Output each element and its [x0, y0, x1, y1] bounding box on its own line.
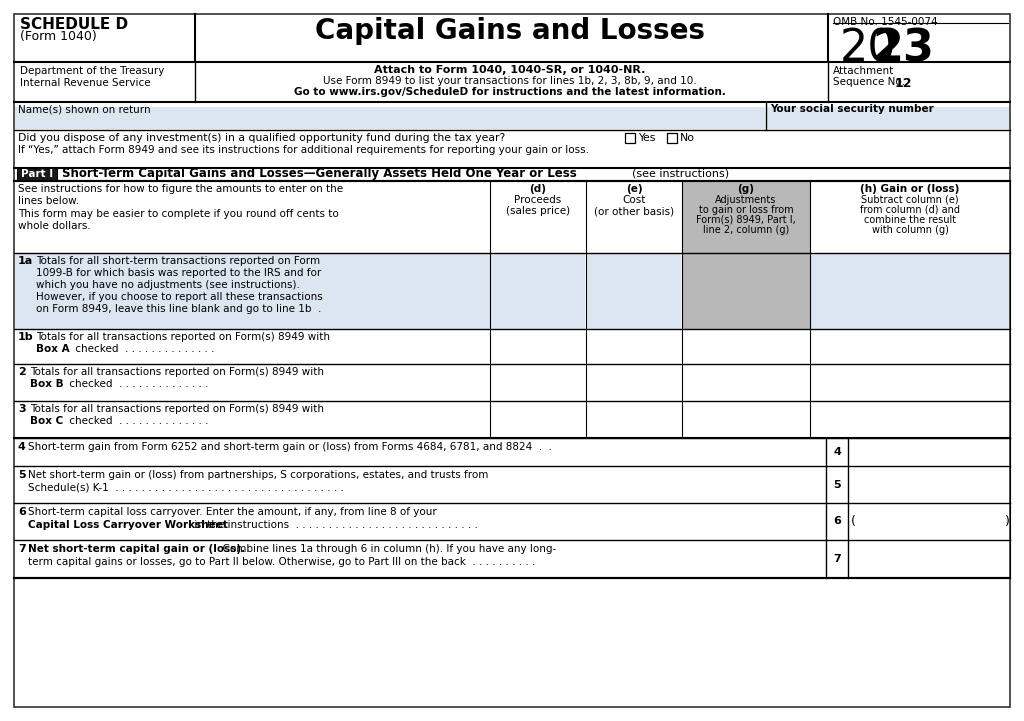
Text: 23: 23 [872, 27, 934, 70]
Text: Totals for all transactions reported on Form(s) 8949 with: Totals for all transactions reported on … [36, 332, 330, 342]
Text: Net short-term capital gain or (loss).: Net short-term capital gain or (loss). [28, 544, 245, 554]
Bar [15, 253, 504, 329]
Text: Part I: Part I [20, 169, 53, 179]
Bar [490, 253, 585, 329]
Text: Box C: Box C [30, 416, 63, 426]
Text: 6: 6 [18, 507, 26, 517]
Text: on Form 8949, leave this line blank and go to line 1b  .: on Form 8949, leave this line blank and … [36, 304, 322, 314]
Text: Box A: Box A [36, 344, 70, 354]
Text: (or other basis): (or other basis) [594, 206, 674, 216]
Text: Short-Term Capital Gains and Losses—Generally Assets Held One Year or Less: Short-Term Capital Gains and Losses—Gene… [62, 167, 577, 180]
Text: Yes: Yes [638, 133, 655, 143]
Text: checked  . . . . . . . . . . . . . .: checked . . . . . . . . . . . . . . [72, 344, 214, 354]
Text: Box B: Box B [30, 379, 63, 389]
Text: 20: 20 [840, 27, 897, 70]
Text: Subtract column (e): Subtract column (e) [861, 195, 958, 205]
Text: in the instructions  . . . . . . . . . . . . . . . . . . . . . . . . . . . .: in the instructions . . . . . . . . . . … [191, 520, 478, 530]
Text: If “Yes,” attach Form 8949 and see its instructions for additional requirements : If “Yes,” attach Form 8949 and see its i… [18, 145, 589, 155]
Text: 3: 3 [18, 404, 26, 414]
Text: Cost: Cost [623, 195, 646, 205]
Text: However, if you choose to report all these transactions: However, if you choose to report all the… [36, 292, 323, 302]
Text: 12: 12 [895, 77, 912, 90]
Text: Sequence No.: Sequence No. [833, 77, 905, 87]
Text: Totals for all transactions reported on Form(s) 8949 with: Totals for all transactions reported on … [30, 367, 324, 377]
Bar [667, 133, 677, 143]
Text: Name(s) shown on return: Name(s) shown on return [18, 104, 151, 114]
Text: Attachment: Attachment [833, 66, 894, 76]
Bar [587, 253, 681, 329]
Text: 7: 7 [834, 554, 841, 564]
Text: This form may be easier to complete if you round off cents to: This form may be easier to complete if y… [18, 209, 339, 219]
Text: 6: 6 [834, 516, 841, 526]
Text: Internal Revenue Service: Internal Revenue Service [20, 78, 151, 88]
Text: (h) Gain or (loss): (h) Gain or (loss) [860, 184, 959, 194]
Text: checked  . . . . . . . . . . . . . .: checked . . . . . . . . . . . . . . [66, 416, 209, 426]
Bar [767, 107, 1009, 129]
Bar [17, 168, 57, 180]
Text: Totals for all short-term transactions reported on Form: Totals for all short-term transactions r… [36, 256, 321, 266]
Bar [811, 253, 1009, 329]
Text: line 2, column (g): line 2, column (g) [702, 225, 790, 235]
Text: 1a: 1a [18, 256, 33, 266]
Text: Net short-term gain or (loss) from partnerships, S corporations, estates, and tr: Net short-term gain or (loss) from partn… [28, 470, 488, 480]
Text: Did you dispose of any investment(s) in a qualified opportunity fund during the : Did you dispose of any investment(s) in … [18, 133, 505, 143]
Text: No: No [680, 133, 695, 143]
Text: 1b: 1b [18, 332, 34, 342]
Text: Short-term capital loss carryover. Enter the amount, if any, from line 8 of your: Short-term capital loss carryover. Enter… [28, 507, 440, 517]
Bar [682, 253, 810, 329]
Text: (e): (e) [626, 184, 642, 194]
Text: 5: 5 [18, 470, 26, 480]
Text: OMB No. 1545-0074: OMB No. 1545-0074 [833, 17, 938, 27]
Text: Combine lines 1a through 6 in column (h). If you have any long-: Combine lines 1a through 6 in column (h)… [216, 544, 556, 554]
Text: (g): (g) [737, 184, 755, 194]
Text: Capital Gains and Losses: Capital Gains and Losses [315, 17, 705, 45]
Bar [625, 133, 635, 143]
Text: Totals for all transactions reported on Form(s) 8949 with: Totals for all transactions reported on … [30, 404, 324, 414]
Text: Form(s) 8949, Part I,: Form(s) 8949, Part I, [696, 215, 796, 225]
Text: Use Form 8949 to list your transactions for lines 1b, 2, 3, 8b, 9, and 10.: Use Form 8949 to list your transactions … [324, 76, 696, 86]
Text: Adjustments: Adjustments [716, 195, 776, 205]
Text: lines below.: lines below. [18, 196, 79, 206]
Text: 4: 4 [834, 447, 841, 457]
Text: which you have no adjustments (see instructions).: which you have no adjustments (see instr… [36, 280, 300, 290]
Text: 1099-B for which basis was reported to the IRS and for: 1099-B for which basis was reported to t… [36, 268, 322, 278]
Text: 4: 4 [18, 442, 26, 452]
Text: SCHEDULE D: SCHEDULE D [20, 17, 128, 32]
Text: checked  . . . . . . . . . . . . . .: checked . . . . . . . . . . . . . . [66, 379, 209, 389]
Text: (sales price): (sales price) [506, 206, 570, 216]
Text: 7: 7 [18, 544, 26, 554]
Text: Capital Loss Carryover Worksheet: Capital Loss Carryover Worksheet [28, 520, 228, 530]
Text: (d): (d) [529, 184, 547, 194]
Text: Schedule(s) K-1  . . . . . . . . . . . . . . . . . . . . . . . . . . . . . . . .: Schedule(s) K-1 . . . . . . . . . . . . … [28, 483, 344, 493]
Text: (see instructions): (see instructions) [625, 169, 729, 179]
Text: 5: 5 [834, 479, 841, 490]
Text: Department of the Treasury: Department of the Treasury [20, 66, 165, 76]
Text: ): ) [1005, 515, 1010, 528]
Text: 2: 2 [18, 367, 26, 377]
Text: term capital gains or losses, go to Part II below. Otherwise, go to Part III on : term capital gains or losses, go to Part… [28, 557, 536, 567]
Text: from column (d) and: from column (d) and [860, 205, 961, 215]
Text: Your social security number: Your social security number [770, 104, 934, 114]
Text: Short-term gain from Form 6252 and short-term gain or (loss) from Forms 4684, 67: Short-term gain from Form 6252 and short… [28, 442, 552, 452]
Bar [682, 181, 810, 253]
Text: (Form 1040): (Form 1040) [20, 30, 96, 43]
Text: (: ( [851, 515, 856, 528]
Text: combine the result: combine the result [864, 215, 956, 225]
Text: whole dollars.: whole dollars. [18, 221, 91, 231]
Text: with column (g): with column (g) [871, 225, 948, 235]
Text: Go to www.irs.gov/ScheduleD for instructions and the latest information.: Go to www.irs.gov/ScheduleD for instruct… [294, 87, 726, 97]
Text: Attach to Form 1040, 1040-SR, or 1040-NR.: Attach to Form 1040, 1040-SR, or 1040-NR… [375, 65, 646, 75]
Text: See instructions for how to figure the amounts to enter on the: See instructions for how to figure the a… [18, 184, 343, 194]
Text: to gain or loss from: to gain or loss from [698, 205, 794, 215]
Bar [15, 107, 765, 129]
Text: Proceeds: Proceeds [514, 195, 561, 205]
